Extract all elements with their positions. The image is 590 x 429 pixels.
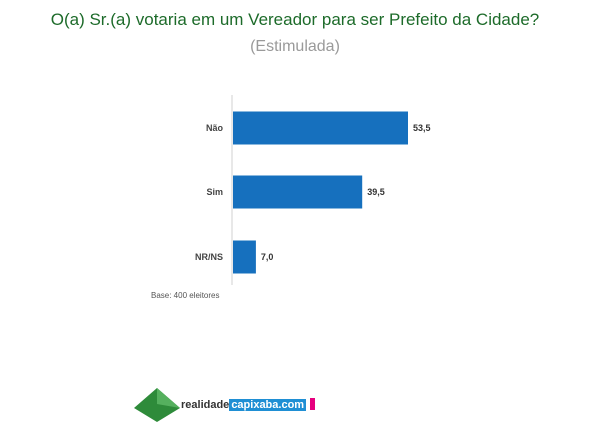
value-label: 7,0 [261,252,274,262]
category-label: Sim [206,187,223,197]
base-note: Base: 400 eleitores [151,291,220,300]
chart-subtitle: (Estimulada) [250,38,340,55]
value-label: 39,5 [367,187,385,197]
realidade-capixaba-logo-icon [134,388,180,422]
logo-text-a: realidade [181,399,230,411]
category-label: Não [206,123,224,133]
bar-0 [233,111,408,145]
category-label: NR/NS [195,252,223,262]
logo-text: realidade capixaba.com [181,398,316,411]
bar-1 [233,175,363,209]
bar-2 [233,240,256,274]
logo-text-b: capixaba.com [229,399,307,411]
logo-accent [310,398,316,410]
value-label: 53,5 [413,123,431,133]
chart-title: O(a) Sr.(a) votaria em um Vereador para … [50,10,540,29]
